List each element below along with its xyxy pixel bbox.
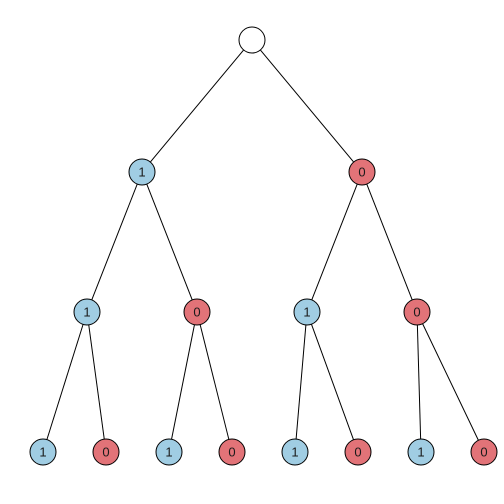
tree-node: 0 — [404, 299, 430, 325]
tree-node: 0 — [471, 439, 497, 465]
node-label: 1 — [303, 305, 310, 320]
node-label: 1 — [83, 305, 90, 320]
node-label: 0 — [480, 445, 487, 460]
node-label: 0 — [358, 165, 365, 180]
node-label: 0 — [354, 445, 361, 460]
tree-node: 0 — [219, 439, 245, 465]
node-label: 0 — [102, 445, 109, 460]
tree-edge — [260, 50, 353, 162]
tree-node: 0 — [184, 299, 210, 325]
tree-node: 0 — [93, 439, 119, 465]
node-circle — [239, 27, 265, 53]
tree-edge — [296, 325, 306, 439]
tree-node: 1 — [294, 299, 320, 325]
tree-node: 0 — [345, 439, 371, 465]
tree-edge — [417, 325, 420, 439]
tree-node: 1 — [156, 439, 182, 465]
tree-edge — [92, 184, 137, 300]
tree-edge — [311, 324, 353, 440]
tree-edge — [367, 184, 412, 300]
tree-node: 1 — [74, 299, 100, 325]
node-label: 0 — [413, 305, 420, 320]
tree-edge — [150, 50, 243, 162]
tree-node: 1 — [129, 159, 155, 185]
node-label: 1 — [138, 165, 145, 180]
node-label: 1 — [39, 445, 46, 460]
tree-edge — [89, 325, 105, 439]
node-label: 0 — [228, 445, 235, 460]
tree-edge — [47, 324, 83, 439]
tree-node: 1 — [282, 439, 308, 465]
binary-tree-diagram: 1 0 1 0 1 0 1 0 1 0 1 0 1 0 — [0, 0, 504, 504]
tree-edge — [312, 184, 357, 300]
node-label: 1 — [417, 445, 424, 460]
tree-edge — [147, 184, 192, 300]
tree-edge — [200, 325, 229, 440]
node-label: 1 — [291, 445, 298, 460]
tree-edge — [172, 325, 195, 440]
tree-node: 1 — [30, 439, 56, 465]
tree-node: 0 — [349, 159, 375, 185]
node-label: 1 — [165, 445, 172, 460]
tree-node: 1 — [408, 439, 434, 465]
tree-node — [239, 27, 265, 53]
node-label: 0 — [193, 305, 200, 320]
tree-edge — [423, 324, 479, 441]
